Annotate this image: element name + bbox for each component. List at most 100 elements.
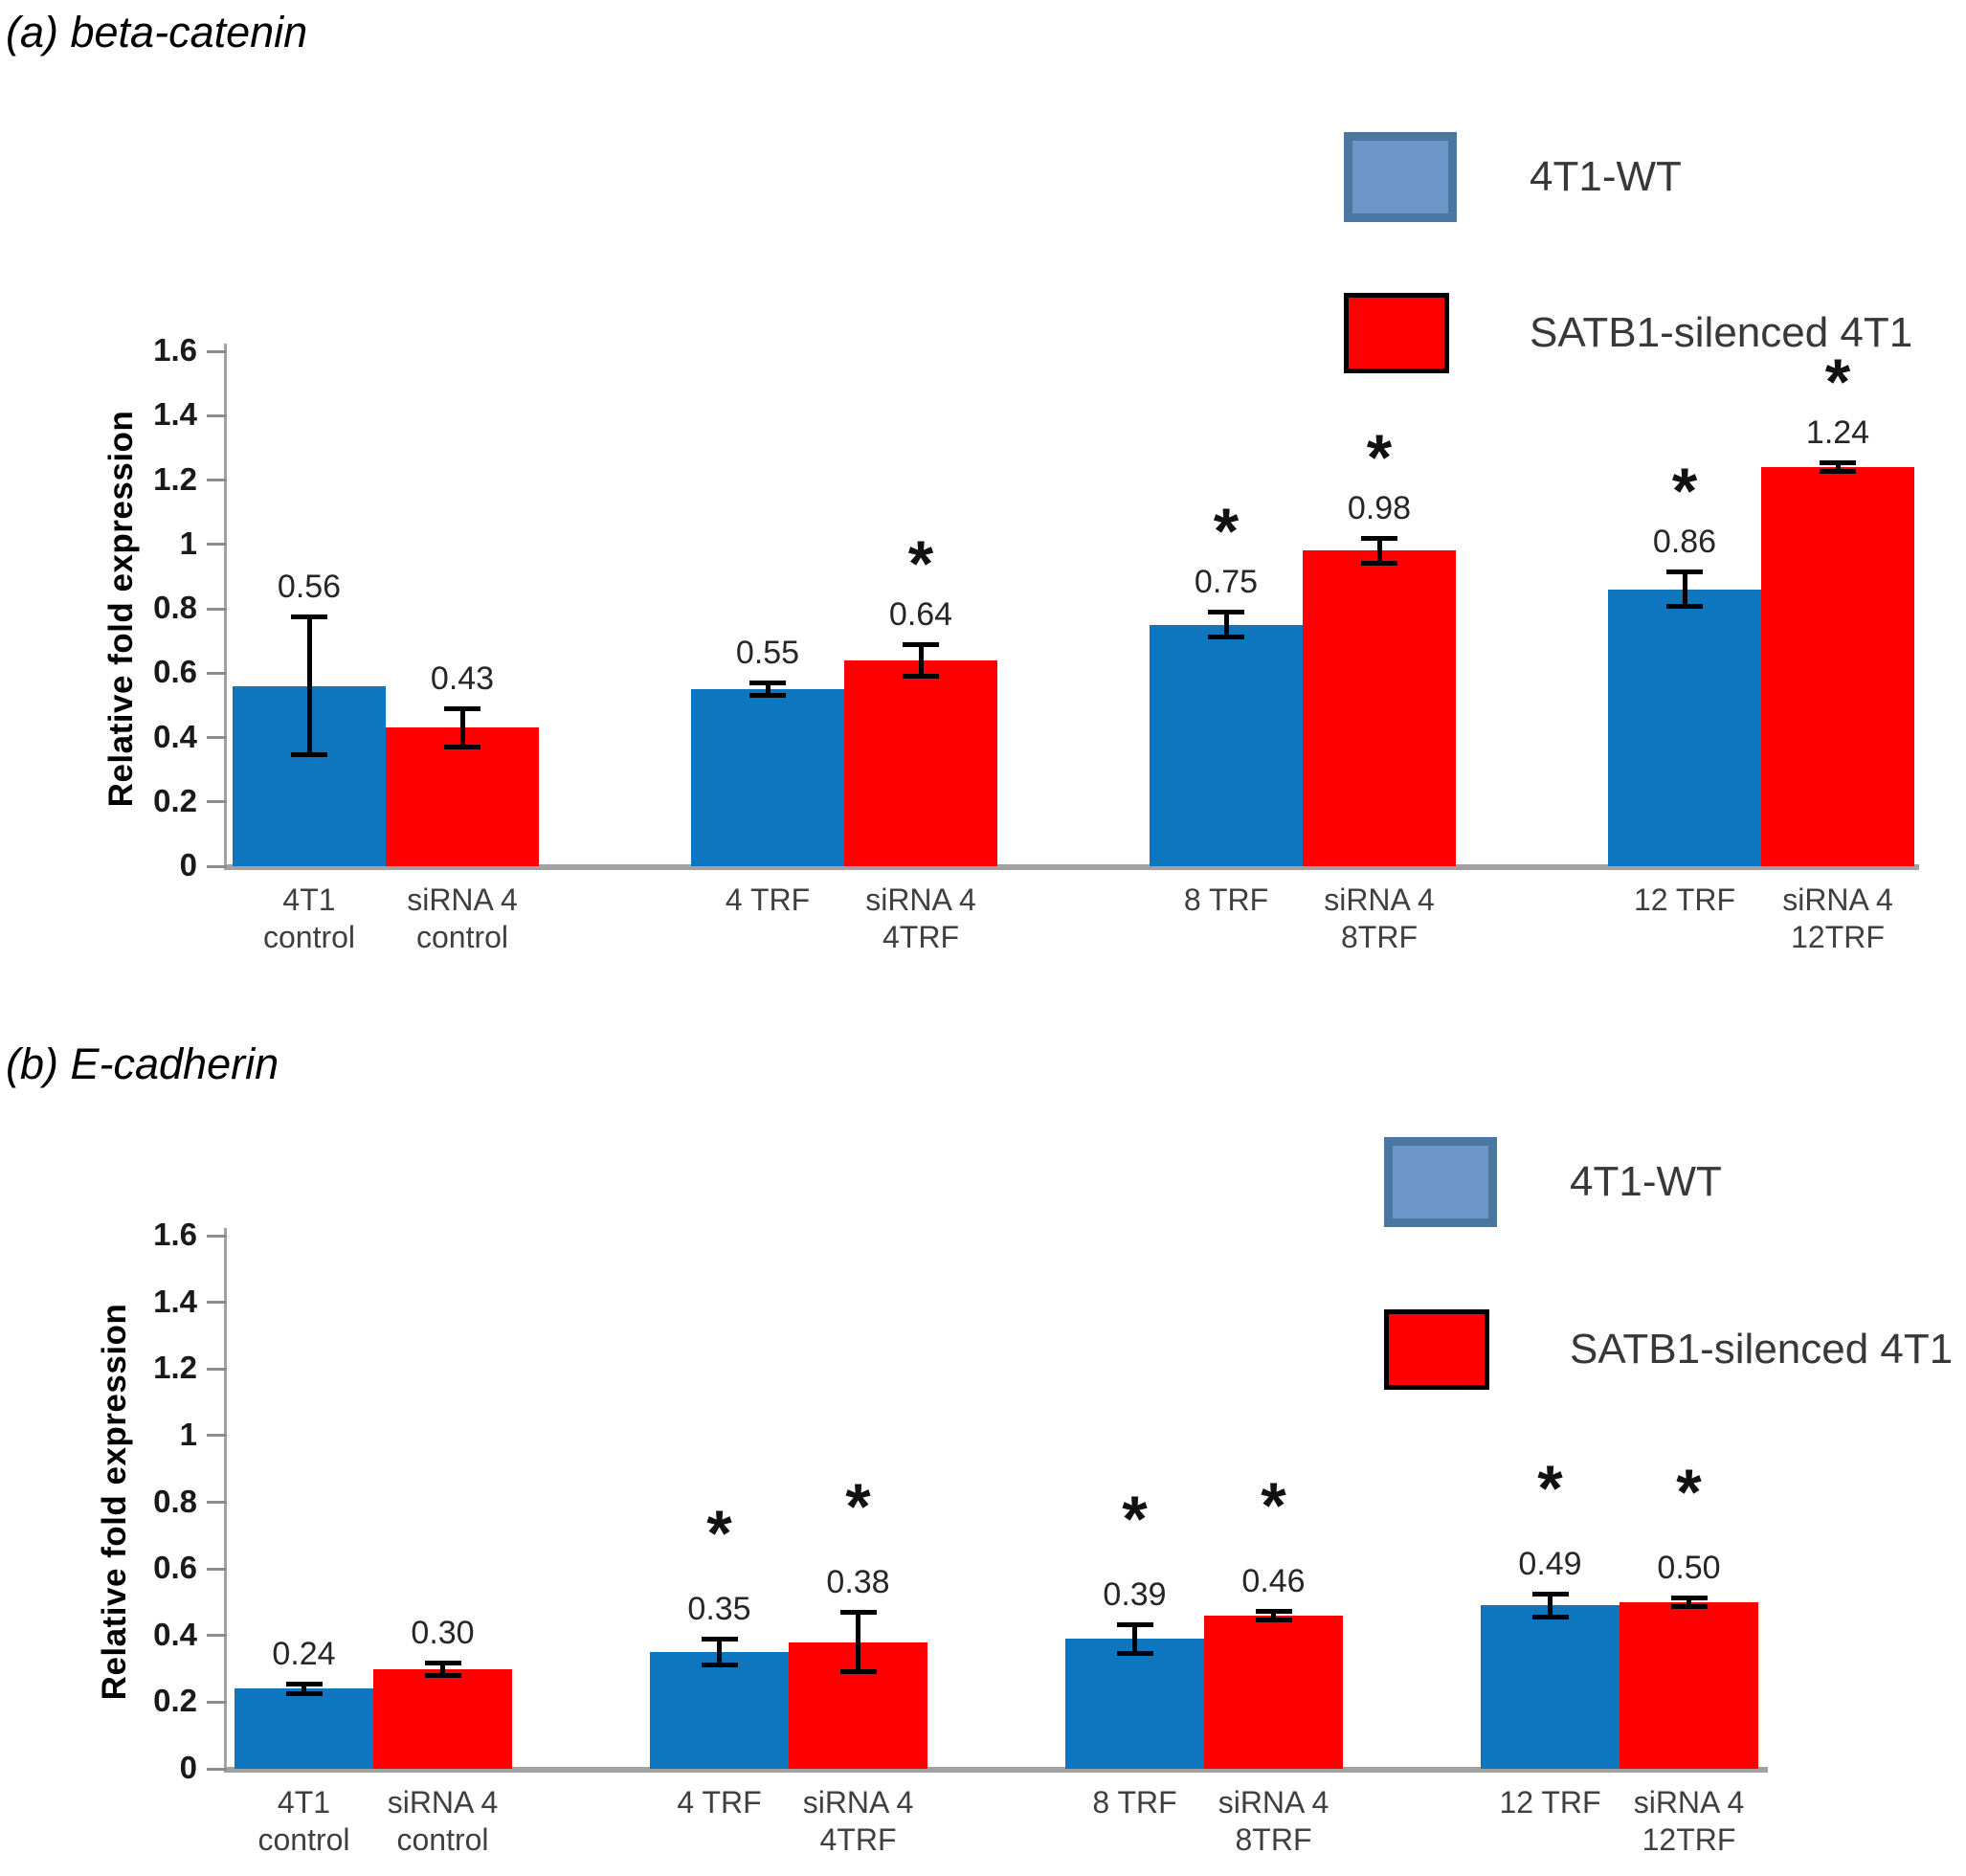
bar-satb1-silenced	[1303, 550, 1456, 866]
legend-item: 4T1-WT	[1344, 132, 1682, 222]
y-tick-label: 1.2	[153, 460, 197, 497]
error-bar-cap-bottom	[1820, 469, 1856, 475]
y-tick	[207, 1501, 227, 1504]
significance-asterisk: *	[1671, 455, 1698, 528]
value-label: 0.30	[411, 1614, 475, 1651]
error-bar-cap-bottom	[1116, 1650, 1153, 1656]
y-tick-label: 1.6	[153, 1217, 197, 1252]
error-bar-line	[1376, 538, 1382, 564]
legend-item: SATB1-silenced 4T1	[1344, 293, 1912, 373]
x-tick-label: siRNA 4 12TRF	[1633, 1785, 1745, 1857]
y-tick	[207, 1767, 227, 1771]
y-tick	[207, 413, 227, 417]
error-bar-cap-bottom	[1255, 1618, 1292, 1623]
x-tick-label: 12 TRF	[1499, 1785, 1601, 1820]
error-bar-line	[918, 643, 924, 677]
legend-item: SATB1-silenced 4T1	[1384, 1309, 1953, 1390]
y-tick-label: 0	[179, 1750, 197, 1785]
significance-asterisk: *	[1537, 1452, 1563, 1526]
significance-asterisk: *	[706, 1497, 732, 1571]
value-label: 0.46	[1241, 1562, 1306, 1599]
significance-asterisk: *	[845, 1470, 871, 1544]
bar-4t1-wt	[1481, 1605, 1620, 1769]
y-tick-label: 1	[179, 1416, 197, 1452]
bar-satb1-silenced	[1204, 1615, 1343, 1769]
y-tick-label: 1.4	[153, 1283, 197, 1319]
bar-satb1-silenced	[1620, 1601, 1758, 1769]
error-bar-cap-top	[1666, 570, 1703, 575]
error-bar-cap-bottom	[1531, 1614, 1569, 1619]
error-bar-cap-top	[444, 706, 480, 712]
x-tick-label: 4 TRF	[677, 1785, 762, 1820]
error-bar-cap-bottom	[444, 744, 480, 749]
error-bar-cap-bottom	[424, 1672, 461, 1678]
error-bar-line	[1687, 1597, 1691, 1608]
legend-swatch-blue	[1344, 132, 1457, 222]
bar-4t1-wt	[235, 1688, 373, 1769]
value-label: 0.55	[735, 635, 800, 672]
bar-4t1-wt	[1065, 1639, 1204, 1769]
value-label: 0.38	[826, 1564, 890, 1601]
value-label: 0.35	[687, 1591, 751, 1628]
error-bar-cap-bottom	[291, 751, 327, 757]
bar-satb1-silenced	[844, 659, 997, 866]
error-bar-line	[440, 1662, 445, 1676]
y-tick-label: 0	[179, 847, 197, 882]
significance-asterisk: *	[1213, 495, 1240, 569]
error-bar-cap-bottom	[1361, 560, 1397, 566]
error-bar-line	[856, 1612, 860, 1673]
y-tick	[207, 736, 227, 739]
y-tick	[207, 1367, 227, 1371]
bar-4t1-wt	[1150, 624, 1303, 866]
bar-4t1-wt	[650, 1652, 789, 1769]
x-tick-label: 8 TRF	[1183, 882, 1269, 917]
error-bar-cap-top	[749, 681, 786, 686]
error-bar-cap-top	[1670, 1595, 1708, 1600]
x-tick-label: 4T1 control	[257, 1785, 350, 1857]
y-tick	[207, 1700, 227, 1704]
x-tick-label: siRNA 4 control	[407, 882, 518, 954]
error-bar-cap-bottom	[1208, 635, 1244, 640]
significance-asterisk: *	[1261, 1468, 1286, 1542]
significance-asterisk: *	[1122, 1482, 1148, 1555]
x-tick-label: 8 TRF	[1092, 1785, 1177, 1820]
bar-satb1-silenced	[373, 1668, 512, 1769]
y-tick-label: 0.4	[153, 718, 197, 754]
error-bar-cap-top	[291, 614, 327, 620]
error-bar-line	[717, 1639, 722, 1666]
error-bar-cap-top	[1820, 460, 1856, 465]
y-tick	[207, 1434, 227, 1438]
x-tick-label: 4 TRF	[725, 882, 811, 917]
legend-swatch-blue	[1384, 1137, 1497, 1227]
significance-asterisk: *	[907, 526, 934, 600]
y-tick	[207, 800, 227, 804]
error-bar-cap-bottom	[1670, 1604, 1708, 1610]
x-tick-label: siRNA 4 control	[387, 1785, 499, 1857]
panel-a-plot-area: 0 0.2 0.4 0.6 0.8 1 1.2 1.4 1.6 0.56 4T1 control 0.4…	[153, 332, 1966, 954]
legend-label: SATB1-silenced 4T1	[1530, 309, 1913, 356]
y-tick	[207, 479, 227, 481]
panel-a-legend: 4T1-WT SATB1-silenced 4T1	[1344, 132, 1966, 391]
error-bar-cap-top	[1361, 536, 1397, 542]
value-label: 0.43	[430, 660, 495, 698]
value-label: 0.75	[1194, 564, 1259, 601]
error-bar-cap-top	[903, 641, 939, 647]
y-tick-label: 1.4	[153, 396, 197, 433]
legend-swatch-red	[1344, 293, 1449, 373]
y-tick-label: 0.2	[153, 782, 197, 818]
error-bar-cap-top	[1531, 1592, 1569, 1597]
panel-b-legend: 4T1-WT SATB1-silenced 4T1	[1384, 1137, 1966, 1415]
bar-4t1-wt	[1608, 589, 1761, 866]
y-tick	[207, 349, 227, 353]
panel-b-title: (b) E-cadherin	[6, 1039, 279, 1088]
x-tick-label: 12 TRF	[1633, 882, 1736, 917]
bar-4t1-wt	[691, 689, 844, 866]
x-tick-label: siRNA 4 8TRF	[1218, 1785, 1329, 1857]
x-tick-label: siRNA 4 12TRF	[1782, 882, 1893, 954]
y-tick-label: 0.8	[153, 1483, 197, 1519]
x-tick-label: siRNA 4 8TRF	[1324, 882, 1435, 954]
error-bar-line	[302, 1684, 306, 1694]
error-bar-cap-bottom	[749, 692, 786, 698]
value-label: 1.24	[1805, 414, 1870, 451]
